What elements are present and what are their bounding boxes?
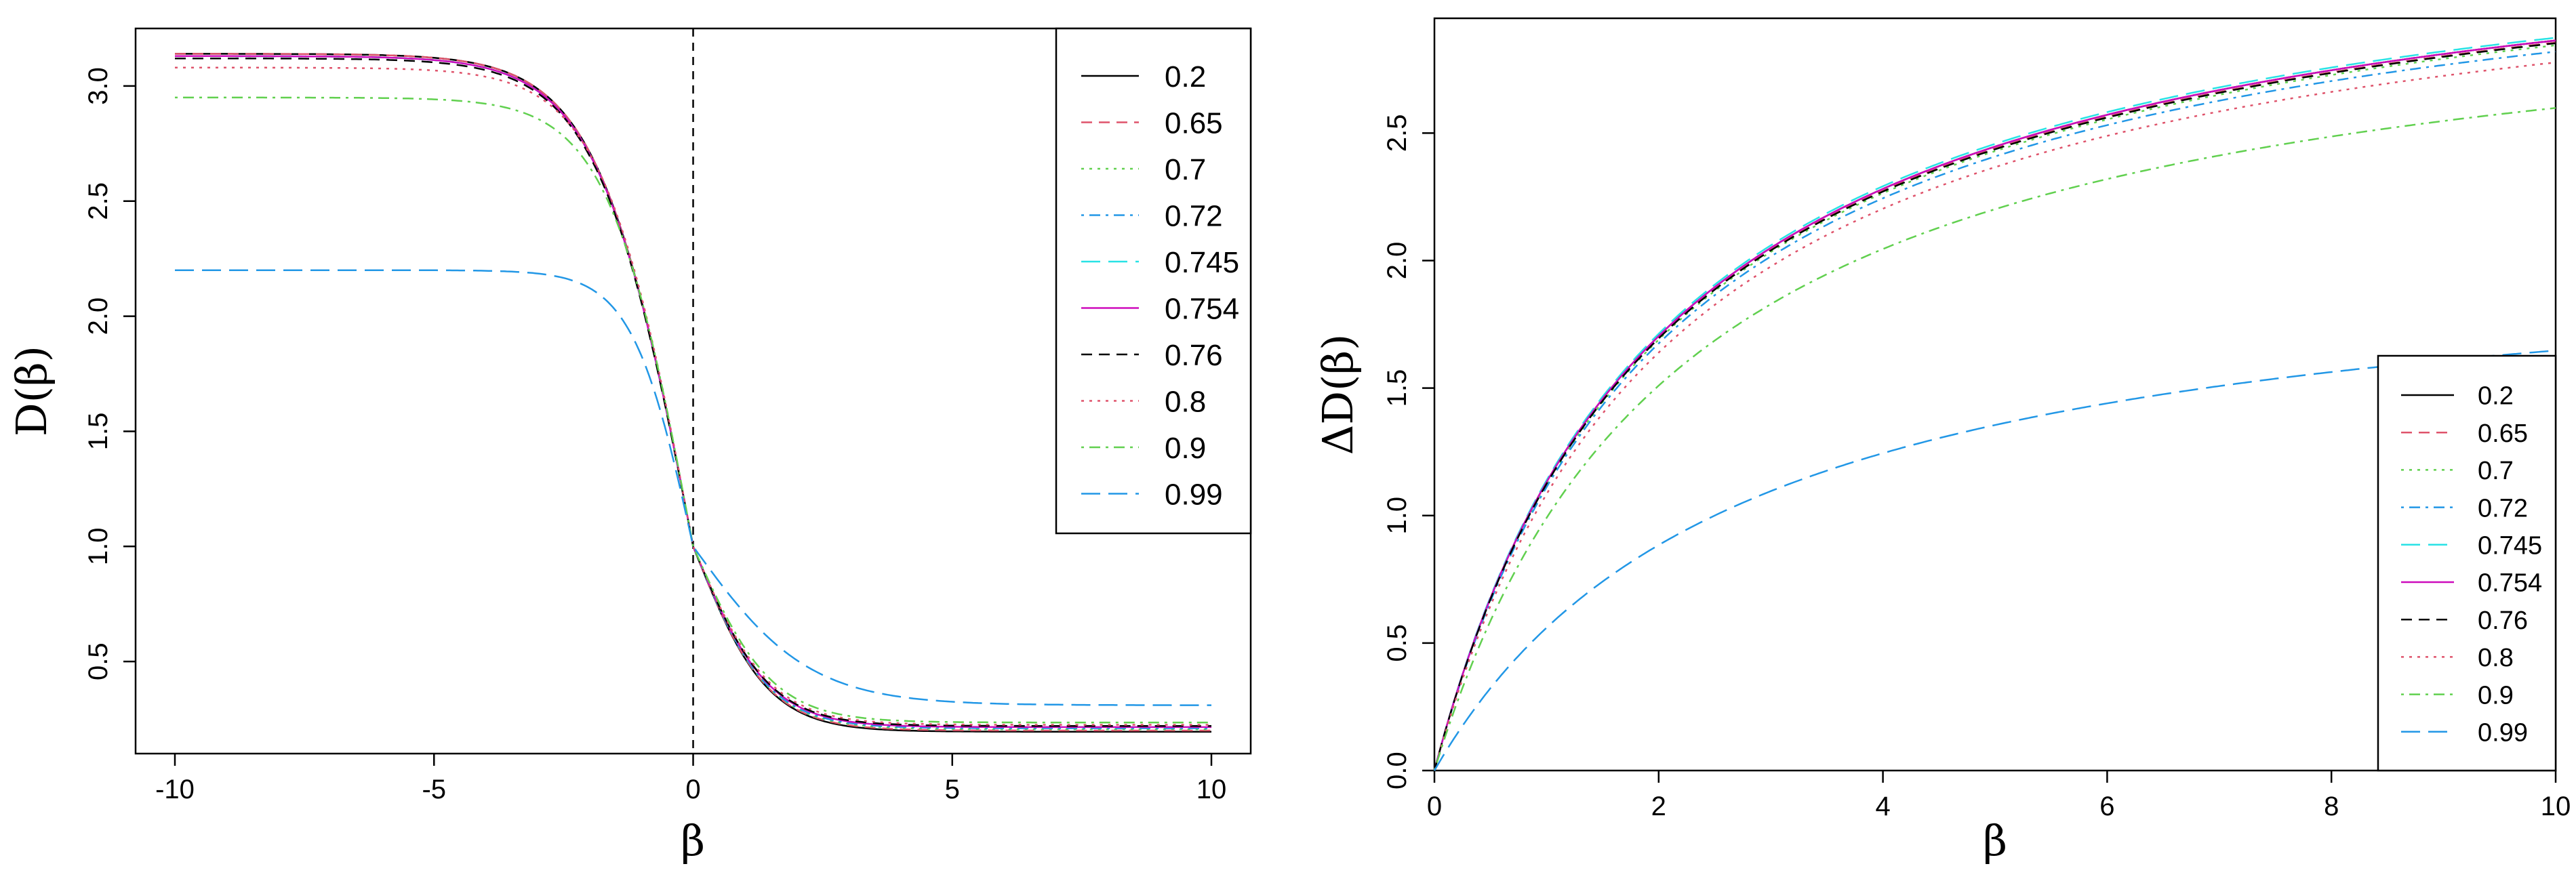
right-x-tick-label: 0 — [1427, 792, 1442, 821]
legend-label-0.76: 0.76 — [1165, 339, 1223, 372]
right-y-axis-title: ΔD(β) — [1313, 334, 1363, 455]
left-x-tick-label: 10 — [1196, 775, 1227, 804]
series-line-0.754 — [1433, 39, 2556, 771]
series-line-0.99 — [1433, 350, 2556, 771]
left-y-tick-label: 1.0 — [83, 527, 113, 565]
legend-label-0.9: 0.9 — [2478, 681, 2514, 710]
legend-label-0.754: 0.754 — [1165, 292, 1239, 325]
right-x-tick-label: 6 — [2099, 792, 2114, 821]
legend-label-0.72: 0.72 — [2478, 494, 2528, 523]
legend-label-0.2: 0.2 — [2478, 382, 2514, 411]
left-y-tick-label: 1.5 — [83, 413, 113, 451]
legend-label-0.99: 0.99 — [2478, 718, 2528, 747]
legend-label-0.65: 0.65 — [1165, 106, 1223, 140]
left-y-tick-label: 3.0 — [83, 67, 113, 105]
left-y-axis: 0.5 1.0 1.5 2.0 2.5 3.0 — [83, 67, 136, 680]
series-line-0.745 — [1433, 37, 2556, 771]
legend-label-0.754: 0.754 — [2478, 569, 2542, 598]
series-line-0.72 — [1433, 50, 2556, 771]
left-x-tick-label: -5 — [422, 775, 446, 804]
right-y-tick-label: 0.0 — [1382, 752, 1412, 790]
series-line-0.76 — [1433, 42, 2556, 771]
left-legend-box — [1055, 27, 1252, 535]
right-y-tick-label: 1.0 — [1382, 497, 1412, 535]
legend-label-0.72: 0.72 — [1165, 199, 1223, 232]
left-x-axis: -10 -5 0 5 10 — [155, 754, 1226, 804]
left-legend: 0.2 0.65 0.7 0.72 0.745 0.754 0.76 0.8 0.9 0.99 — [1055, 27, 1252, 535]
legend-label-0.99: 0.99 — [1165, 478, 1223, 511]
legend-label-0.745: 0.745 — [1165, 246, 1239, 279]
series-line-0.7 — [1433, 44, 2556, 771]
right-chart: 0 2 4 6 8 10 0.0 0.5 1.0 1.5 2.0 2.5 β Δ… — [1313, 17, 2571, 865]
legend-label-0.8: 0.8 — [2478, 644, 2514, 672]
legend-label-0.8: 0.8 — [1165, 385, 1206, 418]
right-y-tick-label: 0.5 — [1382, 624, 1412, 662]
series-line-0.9 — [1433, 107, 2556, 771]
right-x-tick-label: 10 — [2541, 792, 2571, 821]
right-y-tick-label: 2.5 — [1382, 115, 1412, 152]
series-line-0.8 — [175, 66, 1211, 726]
left-y-tick-label: 2.5 — [83, 182, 113, 220]
right-x-tick-label: 8 — [2324, 792, 2339, 821]
left-x-tick-label: -10 — [155, 775, 195, 804]
left-x-tick-label: 0 — [685, 775, 700, 804]
left-x-axis-title: β — [681, 816, 705, 865]
right-x-tick-label: 4 — [1875, 792, 1890, 821]
right-y-tick-label: 2.0 — [1382, 242, 1412, 280]
legend-label-0.7: 0.7 — [1165, 153, 1206, 186]
left-y-axis-title: D(β) — [7, 346, 56, 436]
right-legend: 0.2 0.65 0.7 0.72 0.745 0.754 0.76 0.8 0.9 0.99 — [2377, 354, 2557, 772]
left-y-tick-label: 0.5 — [83, 642, 113, 680]
right-x-tick-label: 2 — [1651, 792, 1666, 821]
legend-label-0.76: 0.76 — [2478, 607, 2528, 635]
legend-label-0.9: 0.9 — [1165, 432, 1206, 465]
right-x-axis: 0 2 4 6 8 10 — [1427, 771, 2571, 821]
right-y-axis: 0.0 0.5 1.0 1.5 2.0 2.5 — [1382, 115, 1434, 790]
right-x-axis-title: β — [1983, 816, 2007, 865]
legend-label-0.745: 0.745 — [2478, 531, 2542, 560]
legend-label-0.7: 0.7 — [2478, 457, 2514, 485]
left-chart: -10 -5 0 5 10 0.5 1.0 1.5 2.0 2.5 3.0 β … — [7, 27, 1252, 865]
left-x-tick-label: 5 — [945, 775, 960, 804]
right-series-lines — [1433, 37, 2556, 771]
legend-label-0.2: 0.2 — [1165, 60, 1206, 94]
series-line-0.9 — [175, 96, 1211, 724]
right-legend-box — [2377, 354, 2557, 772]
legend-label-0.65: 0.65 — [2478, 419, 2528, 448]
left-series-lines — [175, 53, 1211, 733]
series-line-0.99 — [175, 269, 1211, 706]
right-y-tick-label: 1.5 — [1382, 369, 1412, 407]
left-y-tick-label: 2.0 — [83, 298, 113, 335]
